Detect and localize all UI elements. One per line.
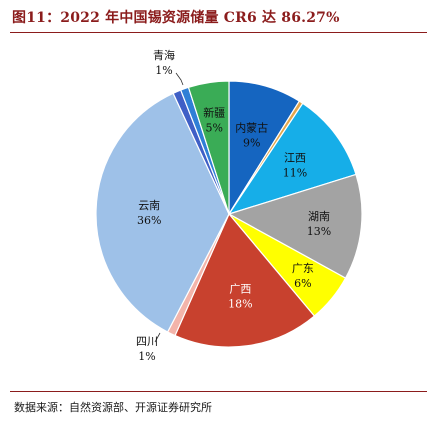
pie-slice-5: [174, 212, 316, 348]
slice-name-label: 湖南: [308, 210, 330, 223]
slice-value-label: 1%: [138, 350, 155, 363]
leader-line-6: [154, 332, 161, 343]
slice-value-label: 18%: [228, 298, 252, 311]
slice-name-label: 青海: [153, 48, 175, 62]
pie-slice-7: [95, 92, 230, 333]
pie-slice-10: [187, 80, 230, 215]
chart-title: 图11：2022 年中国锡资源储量 CR6 达 86.27%: [12, 10, 340, 26]
pie-slice-3: [227, 173, 363, 279]
title-rule: [10, 32, 427, 33]
slice-name-label: 内蒙古: [235, 121, 268, 135]
pie-slice-2: [227, 102, 357, 216]
slice-name-label: 四川: [136, 335, 158, 348]
slice-value-label: 36%: [137, 214, 161, 227]
slice-name-label: 江西: [284, 152, 306, 165]
slice-value-label: 13%: [307, 225, 331, 238]
slice-value-label: 1%: [155, 64, 172, 77]
slice-name-label: 广东: [292, 262, 314, 275]
leader-line-9: [175, 72, 184, 86]
slice-value-label: 11%: [283, 167, 307, 180]
slice-value-label: 9%: [243, 137, 260, 150]
source-note: 数据来源：自然资源部、开源证券研究所: [14, 401, 212, 414]
slice-name-label: 云南: [138, 199, 160, 212]
slice-name-label: 新疆: [203, 105, 225, 119]
slice-value-label: 6%: [294, 277, 311, 290]
source-rule: [10, 391, 427, 392]
slice-name-label: 广西: [229, 283, 251, 296]
pie-labels: 内蒙古 9% 江西 11% 湖南 13% 广东 6% 广西 18% 四川 1% 云南 36% 青海 1% 新疆 5…: [136, 48, 331, 363]
slice-value-label: 5%: [205, 121, 222, 134]
pie-slices: [95, 80, 363, 348]
